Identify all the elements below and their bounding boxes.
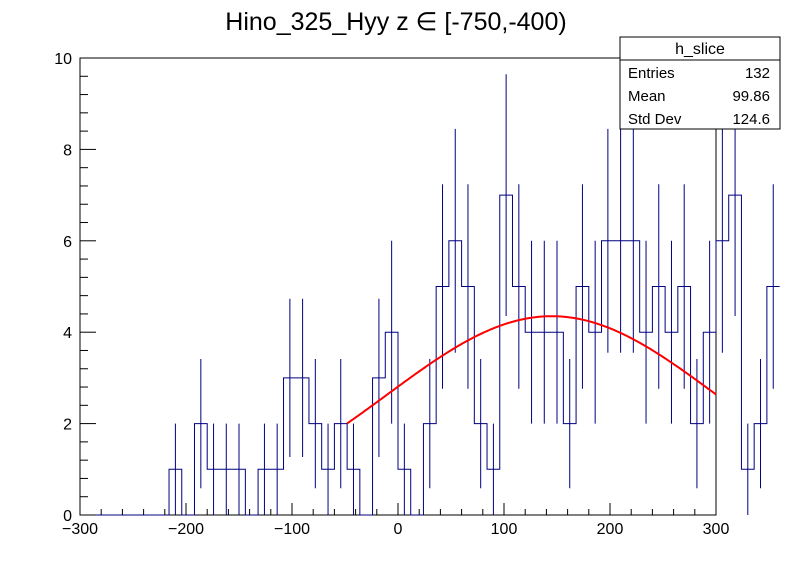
- y-tick-label: 4: [63, 325, 72, 342]
- fit-layer: [346, 315, 717, 425]
- y-tick-label: 2: [63, 417, 72, 434]
- stats-box-frame: [619, 36, 781, 130]
- y-tick-label: 10: [54, 51, 72, 68]
- x-tick-label: −100: [274, 521, 310, 538]
- stats-mean-label: Mean: [628, 88, 666, 105]
- x-tick-label: 0: [394, 521, 403, 538]
- stats-stddev-label: Std Dev: [628, 111, 682, 128]
- x-tick-label: 300: [703, 521, 730, 538]
- chart-title: Hino_325_Hyy z ∈ [-750,-400): [225, 8, 566, 36]
- x-tick-label: −200: [168, 521, 204, 538]
- axes-layer: −300 −200 −100 0 100 200 300 0 2 4 6 8 10: [54, 51, 729, 538]
- stats-mean-value: 99.86: [732, 88, 770, 105]
- y-tick-label: 8: [63, 142, 72, 159]
- stats-box-title: h_slice: [675, 41, 725, 58]
- histogram-outline: [80, 194, 780, 516]
- stats-entries-label: Entries: [628, 65, 675, 82]
- fit-curve: [346, 315, 717, 425]
- stats-box: h_slice Entries 132 Mean 99.86 Std Dev 1…: [619, 36, 781, 130]
- x-tick-label: 200: [597, 521, 624, 538]
- y-tick-label: 6: [63, 234, 72, 251]
- y-tick-label: 0: [63, 508, 72, 525]
- histogram-layer: [80, 74, 780, 516]
- stats-entries-value: 132: [745, 65, 770, 82]
- x-tick-label: −300: [62, 521, 98, 538]
- x-tick-label: 100: [491, 521, 518, 538]
- stats-stddev-value: 124.6: [732, 111, 770, 128]
